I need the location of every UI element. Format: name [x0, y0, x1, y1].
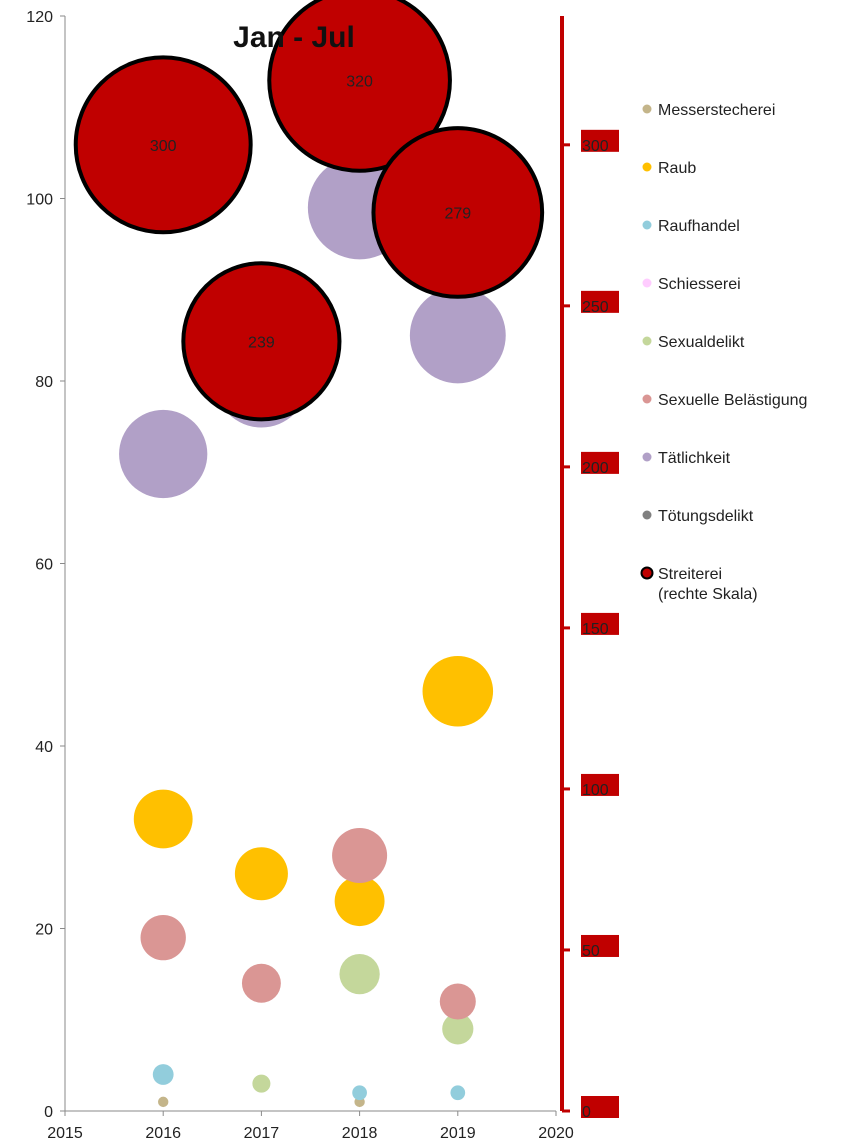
bubble-raub-2016 [133, 789, 193, 849]
bubble-sexualdelikt-2019 [442, 1013, 474, 1045]
bubble-raufhandel-2016 [152, 1064, 174, 1085]
legend-item-raufhandel: Raufhandel [642, 218, 740, 235]
bubble-data-label: 239 [248, 334, 275, 351]
bubble-taetlichkeit-2016 [119, 409, 208, 499]
y-tick-label: 120 [26, 9, 53, 26]
legend-marker [642, 336, 652, 346]
chart-title: Jan - Jul [233, 21, 355, 54]
legend-label: Tätlichkeit [658, 450, 731, 467]
bubble-streiterei-2017 [181, 261, 342, 422]
legend-item-sexualdelikt: Sexualdelikt [642, 334, 745, 351]
bubble-taetlichkeit-2019 [409, 287, 506, 384]
legend: Messerstecherei Raub Raufhandel Schiesserei… [640, 102, 807, 603]
bubble-raufhandel-2018 [352, 1085, 367, 1101]
bubble-streiterei-2016 [73, 55, 253, 235]
bubble-sexualdelikt-2017 [252, 1074, 271, 1093]
y-tick-label: 60 [35, 557, 53, 574]
y2-tick-label: 150 [582, 621, 609, 638]
y2-tick-label-background [581, 290, 619, 313]
legend-marker [642, 278, 652, 288]
y2-tick-label: 50 [582, 943, 600, 960]
legend-label: Streiterei (rechte Skala) [658, 566, 758, 603]
x-tick-label: 2018 [342, 1125, 378, 1142]
legend-label: Sexuelle Belästigung [658, 392, 807, 409]
bubble-sexuelle-belaestigung-2017 [241, 963, 281, 1003]
y2-tick-label: 0 [582, 1104, 591, 1121]
bubbles-right-axis: 300 239 320 279 [73, 0, 545, 422]
y2-tick-label: 200 [582, 460, 609, 477]
y2-tick-label-background [581, 129, 619, 152]
legend-item-messerstecherei: Messerstecherei [642, 102, 775, 119]
legend-item-toetungsdelikt: Tötungsdelikt [642, 508, 754, 525]
bubble-sexualdelikt-2018 [339, 953, 380, 995]
y-tick-label: 100 [26, 192, 53, 209]
legend-label: Raufhandel [658, 218, 740, 235]
x-tick-label: 2019 [440, 1125, 476, 1142]
bubble-streiterei-2019 [371, 126, 545, 299]
legend-label: Messerstecherei [658, 102, 775, 119]
bubble-raub-2018 [334, 876, 385, 927]
legend-marker [642, 510, 652, 520]
legend-item-taetlichkeit: Tätlichkeit [642, 450, 731, 467]
title-group: Jan - Jul [233, 21, 355, 54]
y-tick-label: 0 [44, 1104, 53, 1121]
legend-marker [640, 566, 654, 580]
legend-label: Schiesserei [658, 276, 741, 293]
y2-tick-label-background [581, 934, 619, 957]
bubble-raub-2017 [234, 847, 288, 901]
y-tick-label: 40 [35, 739, 53, 756]
y2-tick-label-background [581, 612, 619, 635]
legend-item-raub: Raub [642, 160, 696, 177]
legend-marker [642, 162, 652, 172]
bubble-sexuelle-belaestigung-2019 [439, 983, 476, 1020]
axes: 0 20 40 60 80 100 120 2015 2016 2017 2018 2019 2020 0… [26, 9, 619, 1142]
y2-tick-label-background [581, 1096, 619, 1118]
bubble-data-label: 320 [346, 73, 373, 90]
legend-item-sexuelle-belaestigung: Sexuelle Belästigung [642, 392, 807, 409]
bubble-raub-2019 [422, 655, 494, 727]
bubble-sexuelle-belaestigung-2016 [140, 914, 186, 961]
bubble-data-label: 279 [444, 205, 471, 222]
legend-marker [642, 220, 652, 230]
y2-tick-label-background [581, 451, 619, 474]
x-tick-label: 2015 [47, 1125, 83, 1142]
y2-tick-label-background [581, 773, 619, 796]
legend-item-streiterei: Streiterei (rechte Skala) [640, 566, 758, 603]
y2-tick-label: 300 [582, 138, 609, 155]
y2-tick-label: 100 [582, 782, 609, 799]
legend-marker [642, 394, 652, 404]
legend-label: Raub [658, 160, 696, 177]
legend-marker [642, 452, 652, 462]
y-tick-label: 20 [35, 922, 53, 939]
bubble-data-label: 300 [150, 138, 177, 155]
legend-label: Tötungsdelikt [658, 508, 754, 525]
x-tick-label: 2016 [145, 1125, 181, 1142]
legend-label: Sexualdelikt [658, 334, 745, 351]
legend-item-schiesserei: Schiesserei [642, 276, 741, 293]
x-tick-label: 2017 [244, 1125, 280, 1142]
bubble-raufhandel-2019 [450, 1085, 466, 1101]
bubble-messerstecherei-2016 [158, 1096, 169, 1108]
bubble-sexuelle-belaestigung-2018 [332, 827, 388, 884]
x-tick-label: 2020 [538, 1125, 574, 1142]
y-tick-label: 80 [35, 374, 53, 391]
legend-marker [642, 104, 652, 114]
bubble-streiterei-2018 [267, 0, 452, 173]
y2-tick-label: 250 [582, 299, 609, 316]
